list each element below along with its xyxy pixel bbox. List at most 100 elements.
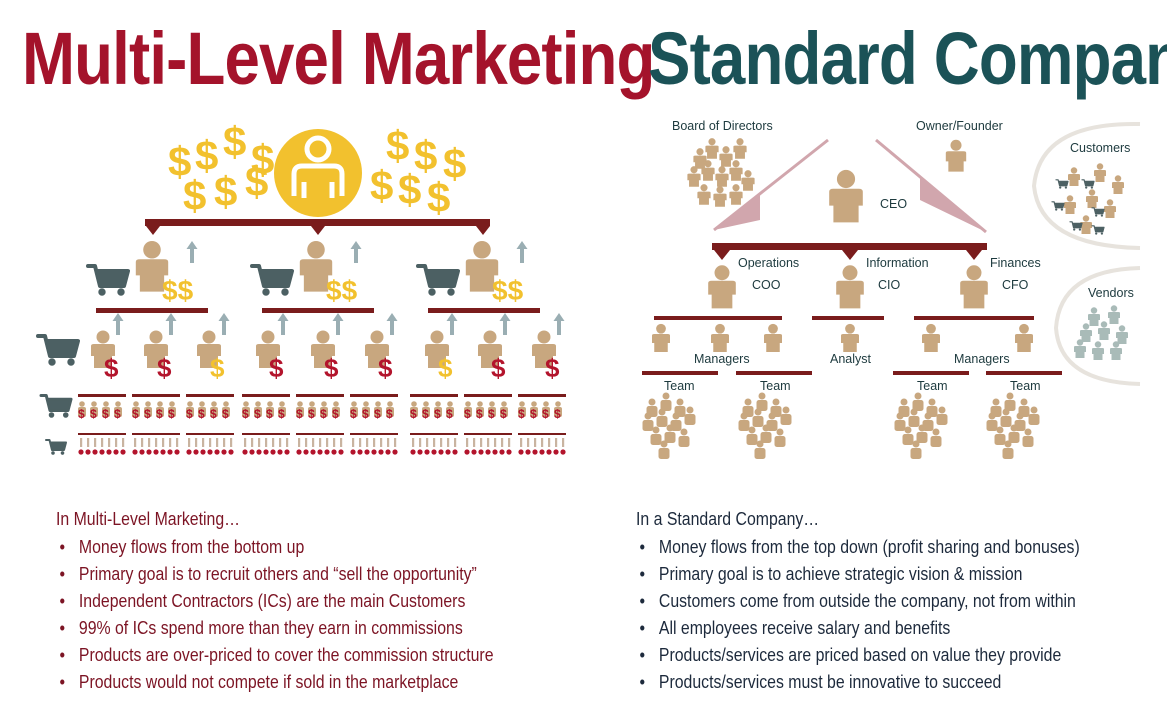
standard-bullet: Customers come from outside the company,…: [636, 588, 1080, 615]
svg-text:$: $: [251, 136, 274, 183]
svg-text:$: $: [132, 407, 139, 421]
svg-text:$: $: [446, 407, 453, 421]
svg-text:$$: $$: [326, 275, 358, 306]
mlm-bullet: Primary goal is to recruit others and “s…: [56, 561, 494, 588]
ceo-level-bar: [712, 243, 987, 260]
label-board-of-directors: Board of Directors: [672, 119, 773, 133]
svg-text:$: $: [222, 407, 229, 421]
svg-text:$: $: [398, 166, 421, 213]
svg-text:$: $: [386, 407, 393, 421]
label-cio: CIO: [878, 278, 901, 292]
svg-text:$: $: [500, 407, 507, 421]
standard-company-title: Standard Company: [648, 17, 1167, 100]
svg-text:$: $: [545, 353, 560, 383]
top-dollar-cluster-left: $ $ $ $ $ $ $: [168, 118, 274, 219]
svg-text:$: $: [530, 407, 537, 421]
svg-text:$: $: [198, 407, 205, 421]
mlm-bullet: Products are over-priced to cover the co…: [56, 642, 494, 669]
svg-text:$: $: [186, 407, 193, 421]
svg-text:$: $: [168, 407, 175, 421]
executives: [708, 265, 988, 309]
svg-text:$: $: [195, 132, 218, 179]
team-bars: [642, 371, 1062, 375]
mlm-bullet-list: Money flows from the bottom up Primary g…: [56, 534, 494, 696]
team-groups: [642, 392, 1040, 459]
top-earner-icon: [274, 129, 362, 217]
svg-text:$: $: [410, 407, 417, 421]
mlm-title: Multi-Level Marketing: [22, 17, 655, 100]
svg-text:$: $: [438, 353, 453, 383]
standard-company-description: In a Standard Company… Money flows from …: [636, 506, 1080, 696]
standard-bullet: Products/services are priced based on va…: [636, 642, 1080, 669]
ceo-icon: [829, 169, 863, 223]
label-analyst: Analyst: [830, 352, 871, 366]
label-managers-right: Managers: [954, 352, 1010, 366]
svg-text:$: $: [434, 407, 441, 421]
svg-text:$: $: [78, 407, 85, 421]
standard-bullet: Money flows from the top down (profit sh…: [636, 534, 1080, 561]
label-team-2: Team: [760, 379, 791, 393]
mlm-intro: In Multi-Level Marketing…: [56, 509, 240, 529]
svg-text:$: $: [183, 172, 206, 219]
label-team-1: Team: [664, 379, 695, 393]
svg-text:$: $: [464, 407, 471, 421]
svg-text:$: $: [102, 407, 109, 421]
svg-text:$$: $$: [162, 275, 194, 306]
mlm-level-3-people: $ $ $ $ $ $ $ $ $: [36, 313, 565, 383]
standard-bullet: All employees receive salary and benefit…: [636, 615, 1080, 642]
svg-text:$: $: [90, 407, 97, 421]
svg-text:$: $: [488, 407, 495, 421]
svg-text:$: $: [362, 407, 369, 421]
svg-text:$: $: [554, 407, 561, 421]
mlm-level-4-rows: $ $ $ $ $ $ $ $ $ $ $ $ $ $ $ $ $ $ $ $ $ $ $ $ $ $ $ $ $ $ $ $ $ $ $ $: [39, 394, 566, 456]
svg-text:$: $: [266, 407, 273, 421]
label-managers-left: Managers: [694, 352, 750, 366]
standard-bullet: Primary goal is to achieve strategic vis…: [636, 561, 1080, 588]
svg-text:$: $: [414, 132, 437, 179]
label-operations: Operations: [738, 256, 800, 270]
svg-text:$: $: [443, 140, 466, 187]
svg-text:$: $: [324, 353, 339, 383]
svg-text:$: $: [476, 407, 483, 421]
svg-text:$: $: [296, 407, 303, 421]
label-owner-founder: Owner/Founder: [916, 119, 1003, 133]
svg-text:$: $: [269, 353, 284, 383]
svg-text:$: $: [374, 407, 381, 421]
svg-text:$: $: [245, 158, 268, 205]
mlm-bullet: Money flows from the bottom up: [56, 534, 494, 561]
svg-text:$: $: [242, 407, 249, 421]
svg-text:$: $: [370, 162, 393, 209]
mlm-level-bar-1: [145, 219, 490, 235]
svg-text:$: $: [542, 407, 549, 421]
owner-founder-icon: [945, 139, 967, 172]
svg-text:$: $: [518, 407, 525, 421]
mlm-level-2-groups: $$ $$ $$: [86, 240, 528, 306]
mlm-bullet: Products would not compete if sold in th…: [56, 669, 494, 696]
mlm-level-bar-2: [96, 308, 540, 313]
standard-company-org-chart: [642, 121, 1141, 459]
board-of-directors-group: [687, 138, 755, 207]
standard-bullet-list: Money flows from the top down (profit sh…: [636, 534, 1080, 696]
label-cfo: CFO: [1002, 278, 1029, 292]
svg-text:$$: $$: [492, 275, 524, 306]
svg-text:$: $: [214, 168, 237, 215]
mlm-description: In Multi-Level Marketing… Money flows fr…: [56, 506, 494, 696]
label-ceo: CEO: [880, 197, 908, 211]
svg-text:$: $: [427, 174, 450, 221]
svg-text:$: $: [320, 407, 327, 421]
standard-intro: In a Standard Company…: [636, 509, 820, 529]
managers: [652, 323, 1033, 352]
svg-text:$: $: [168, 138, 191, 185]
svg-text:$: $: [378, 353, 393, 383]
svg-text:$: $: [386, 122, 409, 169]
label-finances: Finances: [990, 256, 1041, 270]
svg-text:$: $: [210, 353, 225, 383]
svg-text:$: $: [223, 118, 246, 165]
svg-text:$: $: [332, 407, 339, 421]
svg-text:$: $: [308, 407, 315, 421]
svg-text:$: $: [104, 353, 119, 383]
svg-text:$: $: [422, 407, 429, 421]
svg-text:$: $: [157, 353, 172, 383]
svg-text:$: $: [144, 407, 151, 421]
svg-text:$: $: [254, 407, 261, 421]
